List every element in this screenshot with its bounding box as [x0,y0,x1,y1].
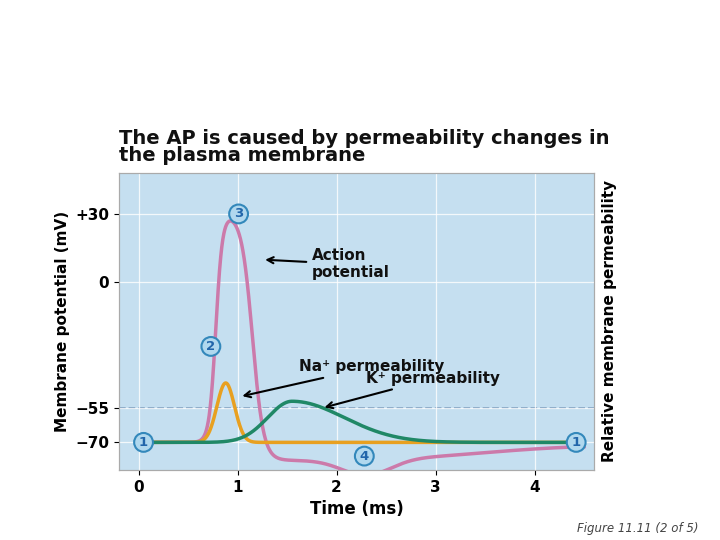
Y-axis label: Membrane potential (mV): Membrane potential (mV) [55,211,70,432]
Text: the plasma membrane: the plasma membrane [119,146,365,165]
Text: 1: 1 [572,436,581,449]
Y-axis label: Relative membrane permeability: Relative membrane permeability [603,180,617,462]
Text: 2: 2 [207,340,215,353]
Text: K⁺ permeability: K⁺ permeability [327,371,500,408]
Text: The AP is caused by permeability changes in: The AP is caused by permeability changes… [119,130,609,148]
Text: Action
potential: Action potential [267,248,390,280]
Text: 3: 3 [234,207,243,220]
X-axis label: Time (ms): Time (ms) [310,500,403,518]
Text: 4: 4 [360,450,369,463]
Text: Figure 11.11 (2 of 5): Figure 11.11 (2 of 5) [577,522,698,535]
Text: 1: 1 [139,436,148,449]
Text: Na⁺ permeability: Na⁺ permeability [245,360,444,397]
